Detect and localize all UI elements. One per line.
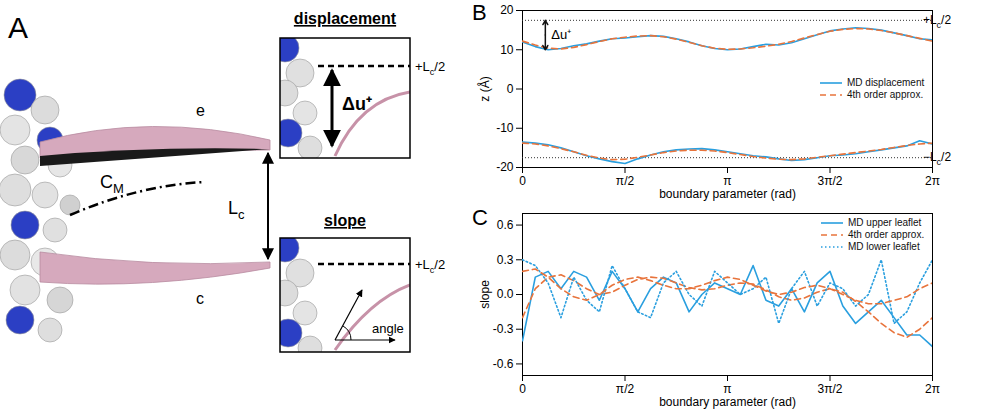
svg-text:+Lc/2: +Lc/2 [923, 13, 952, 30]
svg-text:-0.3: -0.3 [493, 322, 514, 336]
svg-text:slope: slope [324, 212, 366, 229]
svg-text:0: 0 [519, 174, 526, 188]
svg-text:Lc: Lc [228, 198, 245, 222]
svg-text:2π: 2π [925, 174, 940, 188]
svg-text:A: A [8, 11, 28, 44]
html-text:MD displacement: MD displacement [847, 76, 925, 88]
svg-text:angle: angle [372, 321, 404, 336]
html-text:MD lower leaflet: MD lower leaflet [848, 241, 920, 252]
html-text:B: B [472, 0, 487, 25]
svg-text:3π/2: 3π/2 [818, 174, 843, 188]
svg-text:boundary parameter (rad): boundary parameter (rad) [659, 395, 796, 409]
svg-text:+Lc/2: +Lc/2 [415, 257, 445, 275]
svg-text:Δu⁺: Δu⁺ [342, 94, 372, 114]
svg-text:c: c [196, 290, 204, 307]
svg-text:boundary parameter (rad): boundary parameter (rad) [659, 187, 796, 201]
svg-text:0.6: 0.6 [497, 218, 514, 232]
svg-text:0.0: 0.0 [497, 287, 514, 301]
svg-text:−Lc/2: −Lc/2 [923, 150, 952, 167]
svg-text:π: π [723, 382, 732, 396]
svg-text:displacement: displacement [294, 10, 397, 27]
svg-text:3π/2: 3π/2 [818, 382, 843, 396]
svg-text:π/2: π/2 [616, 382, 635, 396]
svg-text:Δu⁺: Δu⁺ [551, 27, 571, 42]
html-text:4th order approx.: 4th order approx. [848, 229, 925, 240]
html-text:4th order approx.: 4th order approx. [847, 88, 924, 100]
svg-text:π/2: π/2 [616, 174, 635, 188]
svg-text:0.3: 0.3 [497, 253, 514, 267]
svg-text:e: e [196, 102, 205, 119]
svg-text:z (Å): z (Å) [477, 76, 492, 101]
svg-text:2π: 2π [925, 382, 940, 396]
svg-text:-10: -10 [496, 121, 514, 135]
html-text:MD upper leaflet: MD upper leaflet [848, 217, 922, 228]
svg-text:+Lc/2: +Lc/2 [415, 59, 445, 77]
svg-text:slope: slope [478, 280, 492, 309]
svg-text:-0.6: -0.6 [493, 357, 514, 371]
svg-text:CM: CM [100, 172, 124, 196]
svg-text:20: 20 [500, 3, 514, 17]
html-text:C: C [472, 205, 488, 230]
svg-text:π: π [723, 174, 732, 188]
svg-text:0: 0 [507, 82, 514, 96]
svg-text:0: 0 [519, 382, 526, 396]
svg-text:-20: -20 [496, 160, 514, 174]
svg-text:10: 10 [500, 43, 514, 57]
